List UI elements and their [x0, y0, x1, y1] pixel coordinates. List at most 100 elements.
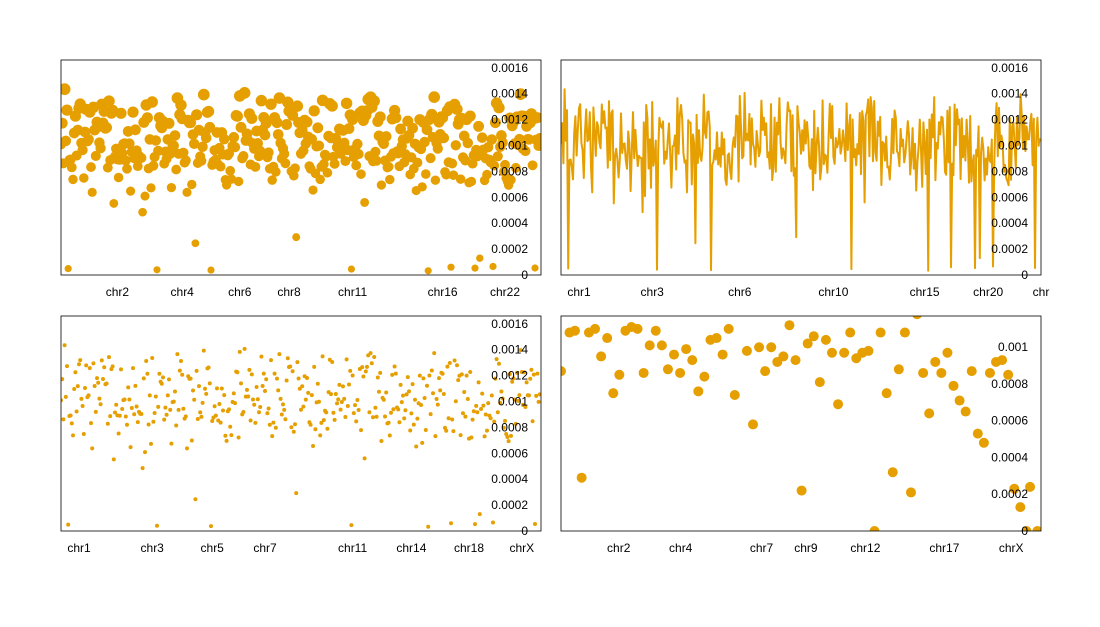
data-point	[458, 433, 463, 438]
data-point	[371, 415, 375, 420]
data-point	[330, 359, 335, 364]
data-point	[353, 403, 357, 408]
data-point	[345, 404, 350, 409]
data-point	[377, 389, 381, 394]
data-point	[495, 410, 500, 415]
data-point	[260, 384, 265, 389]
data-point	[203, 386, 207, 391]
data-point	[376, 180, 387, 190]
data-point	[161, 375, 165, 380]
x-tick-label: chr2	[607, 541, 631, 555]
data-point	[754, 342, 765, 353]
data-point	[228, 132, 240, 143]
y-tick-label: 0.0006	[491, 190, 528, 204]
data-point	[69, 421, 74, 426]
data-point	[73, 370, 78, 375]
data-point	[576, 472, 587, 483]
data-point	[936, 367, 947, 378]
data-point	[407, 122, 419, 134]
data-point	[290, 163, 300, 174]
data-point	[146, 96, 158, 108]
data-point	[62, 343, 67, 348]
data-point	[146, 183, 156, 193]
data-point	[347, 113, 359, 125]
data-point	[453, 399, 458, 404]
data-point	[467, 158, 478, 169]
data-point	[396, 407, 401, 412]
data-point	[383, 414, 387, 419]
data-point	[138, 207, 147, 217]
x-tick-label: chr4	[171, 285, 195, 299]
data-point	[669, 349, 680, 360]
data-point	[429, 368, 434, 373]
data-point	[169, 441, 174, 446]
data-point	[1021, 526, 1032, 531]
data-point	[960, 406, 971, 417]
data-point	[374, 111, 386, 123]
data-point	[410, 382, 415, 387]
data-point	[224, 438, 229, 443]
data-point	[431, 391, 435, 396]
plot-frame	[560, 315, 1042, 532]
data-point	[246, 112, 258, 124]
data-point	[839, 347, 850, 358]
data-point	[111, 457, 116, 462]
data-point	[68, 413, 73, 418]
data-point	[254, 385, 259, 390]
data-point	[997, 355, 1008, 366]
x-tick-label: chr11	[338, 541, 367, 555]
data-point	[966, 366, 977, 377]
data-point	[491, 520, 495, 525]
data-point	[84, 363, 89, 368]
data-point	[188, 138, 200, 150]
data-point	[318, 159, 329, 170]
data-point	[250, 161, 261, 172]
data-point	[398, 382, 403, 387]
data-point	[117, 413, 122, 418]
x-tick-label: chr3	[141, 541, 165, 555]
data-point	[247, 367, 252, 372]
x-tick-label: chr10	[818, 285, 848, 299]
data-point	[450, 140, 461, 151]
x-tick-label: chr3	[641, 285, 665, 299]
data-point	[81, 432, 86, 437]
data-point	[313, 427, 318, 432]
data-point	[434, 397, 439, 402]
data-point	[447, 360, 452, 365]
data-point	[288, 364, 293, 369]
data-point	[233, 401, 237, 406]
panel-bottom-right: 0 0.0002 0.0004 0.0006 0.0008 0.001 chr2 chr4 ch…	[560, 315, 1042, 555]
data-point	[784, 320, 795, 331]
data-point	[875, 327, 886, 338]
y-tick-label: 0.0016	[491, 317, 528, 331]
data-point	[930, 356, 941, 367]
data-point	[351, 160, 362, 171]
data-point	[723, 323, 734, 334]
data-point	[61, 104, 73, 116]
data-point	[471, 409, 476, 414]
data-point	[279, 148, 290, 159]
data-point	[191, 388, 195, 393]
data-point	[204, 391, 209, 396]
data-point	[524, 380, 529, 385]
data-point	[68, 174, 78, 185]
data-point	[427, 373, 432, 378]
data-point	[403, 408, 408, 413]
data-point	[650, 325, 661, 336]
data-point	[370, 146, 381, 157]
data-point	[481, 403, 486, 408]
data-point	[189, 438, 194, 443]
data-point	[245, 387, 249, 392]
data-point	[681, 344, 692, 355]
data-marks	[561, 88, 1041, 272]
data-point	[222, 393, 227, 398]
data-point	[136, 152, 147, 163]
data-point	[413, 397, 417, 402]
data-point	[227, 407, 231, 412]
data-point	[296, 376, 301, 381]
data-point	[187, 179, 197, 190]
data-point	[320, 354, 325, 359]
data-point	[264, 377, 269, 382]
data-point	[75, 384, 80, 389]
